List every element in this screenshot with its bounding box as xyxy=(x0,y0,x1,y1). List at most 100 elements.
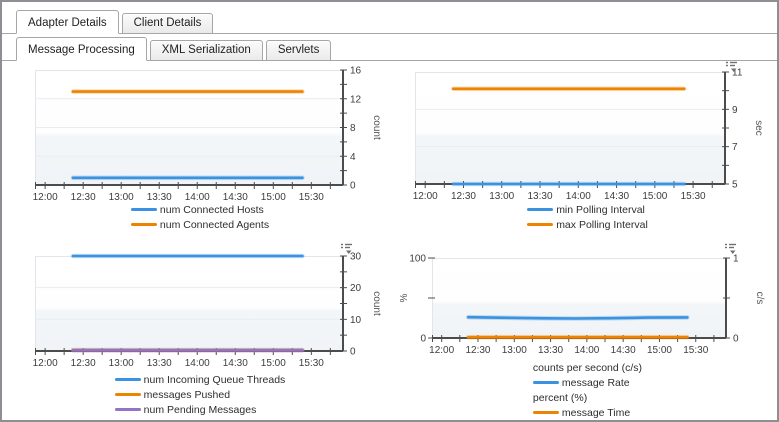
svg-text:7: 7 xyxy=(732,142,738,153)
svg-text:13:30: 13:30 xyxy=(528,191,553,200)
svg-text:sec: sec xyxy=(753,120,764,136)
legend-swatch xyxy=(114,378,141,381)
svg-text:14:30: 14:30 xyxy=(604,191,629,200)
svg-text:13:00: 13:00 xyxy=(109,192,134,200)
svg-text:16: 16 xyxy=(350,66,362,77)
legend-swatch xyxy=(130,223,157,226)
legend-item: message Time xyxy=(532,405,631,420)
svg-text:0: 0 xyxy=(733,334,739,345)
svg-text:count: count xyxy=(371,291,382,316)
svg-text:13:30: 13:30 xyxy=(538,345,563,356)
svg-text:count: count xyxy=(371,115,382,140)
svg-text:12:30: 12:30 xyxy=(71,358,96,369)
svg-text:%: % xyxy=(399,293,410,302)
legend-group-header: percent (%) xyxy=(532,391,588,404)
svg-text:15:30: 15:30 xyxy=(299,192,324,200)
svg-text:12:00: 12:00 xyxy=(33,358,58,369)
tab-servlets[interactable]: Servlets xyxy=(265,40,332,60)
svg-text:15:30: 15:30 xyxy=(299,358,324,369)
legend-label: message Time xyxy=(561,406,631,419)
chart-panel-message-rate: 12:00 12:30 13:00 13:30 14:00 14:30 15:00 15:30… xyxy=(398,240,777,420)
svg-text:0: 0 xyxy=(420,334,426,345)
legend-label: min Polling Interval xyxy=(556,203,645,216)
svg-text:30: 30 xyxy=(350,252,362,263)
chart-menu-icon[interactable] xyxy=(725,60,739,73)
svg-text:14:00: 14:00 xyxy=(574,345,599,356)
legend-item: messages Pushed xyxy=(114,387,230,402)
svg-text:12:00: 12:00 xyxy=(33,192,58,200)
svg-text:14:00: 14:00 xyxy=(185,192,210,200)
tab-client-details[interactable]: Client Details xyxy=(121,13,214,33)
legend-swatch xyxy=(532,411,559,414)
svg-text:15:00: 15:00 xyxy=(647,345,672,356)
connections-chart: 12:00 12:30 13:00 13:30 14:00 14:30 15:00 15:30… xyxy=(33,66,382,201)
primary-tab-bar: Adapter Details Client Details xyxy=(2,10,777,34)
svg-text:20: 20 xyxy=(350,283,362,294)
message-rate-chart: 12:00 12:30 13:00 13:30 14:00 14:30 15:00 15:30… xyxy=(399,254,765,357)
svg-text:13:00: 13:00 xyxy=(109,358,134,369)
svg-text:8: 8 xyxy=(350,123,356,134)
legend-group-header: counts per second (c/s) xyxy=(532,361,643,374)
legend-swatch xyxy=(114,393,141,396)
tab-xml-serialization[interactable]: XML Serialization xyxy=(149,40,263,60)
svg-text:0: 0 xyxy=(350,181,356,192)
svg-text:15:00: 15:00 xyxy=(261,358,286,369)
legend-swatch xyxy=(114,408,141,411)
svg-text:11: 11 xyxy=(732,68,743,79)
legend-item: num Incoming Queue Threads xyxy=(114,372,286,387)
chart-panel-queues: 12:00 12:30 13:00 13:30 14:00 14:30 15:00 15:30… xyxy=(8,240,392,420)
legend-label: num Connected Agents xyxy=(159,218,270,231)
legend-item: min Polling Interval xyxy=(527,202,645,217)
svg-text:13:00: 13:00 xyxy=(502,345,527,356)
legend-swatch xyxy=(532,381,559,384)
queues-chart: 12:00 12:30 13:00 13:30 14:00 14:30 15:00 15:30… xyxy=(33,252,382,370)
svg-text:12:30: 12:30 xyxy=(71,192,96,200)
chart-panel-connections: 12:00 12:30 13:00 13:30 14:00 14:30 15:00 15:30… xyxy=(8,58,392,236)
svg-text:5: 5 xyxy=(732,180,738,191)
svg-text:9: 9 xyxy=(732,105,738,116)
svg-text:15:30: 15:30 xyxy=(683,345,708,356)
legend-swatch xyxy=(130,208,157,211)
svg-text:13:30: 13:30 xyxy=(147,358,172,369)
svg-text:15:30: 15:30 xyxy=(681,191,706,200)
svg-text:12:30: 12:30 xyxy=(465,345,490,356)
svg-text:c/s: c/s xyxy=(754,292,765,305)
svg-text:4: 4 xyxy=(350,152,356,163)
polling-interval-chart: 12:00 12:30 13:00 13:30 14:00 14:30 15:00 15:30… xyxy=(413,68,764,201)
secondary-tab-bar: Message Processing XML Serialization Ser… xyxy=(2,37,777,61)
svg-text:10: 10 xyxy=(350,315,362,326)
chart-panel-polling-interval: 12:00 12:30 13:00 13:30 14:00 14:30 15:00 15:30… xyxy=(398,58,777,236)
legend-label: num Pending Messages xyxy=(143,403,257,416)
chart-menu-icon[interactable] xyxy=(340,242,354,255)
svg-text:15:00: 15:00 xyxy=(642,191,667,200)
tab-message-processing[interactable]: Message Processing xyxy=(16,37,147,61)
svg-text:100: 100 xyxy=(409,254,426,265)
queues-chart-legend: num Incoming Queue Threads messages Pushe… xyxy=(114,372,286,417)
svg-text:13:30: 13:30 xyxy=(147,192,172,200)
message-rate-chart-legend: counts per second (c/s) message Rate perce… xyxy=(532,360,643,420)
connections-chart-legend: num Connected Hosts num Connected Agents xyxy=(130,202,270,232)
legend-swatch xyxy=(527,223,554,226)
tab-adapter-details[interactable]: Adapter Details xyxy=(16,10,119,34)
svg-text:14:00: 14:00 xyxy=(566,191,591,200)
svg-text:13:00: 13:00 xyxy=(489,191,514,200)
svg-text:12:00: 12:00 xyxy=(413,191,438,200)
svg-text:14:30: 14:30 xyxy=(223,192,248,200)
svg-text:12: 12 xyxy=(350,94,362,105)
svg-text:15:00: 15:00 xyxy=(261,192,286,200)
legend-item: num Connected Agents xyxy=(130,217,270,232)
polling-interval-chart-legend: min Polling Interval max Polling Interval xyxy=(527,202,648,232)
legend-item: num Connected Hosts xyxy=(130,202,264,217)
svg-text:14:30: 14:30 xyxy=(223,358,248,369)
legend-item: num Pending Messages xyxy=(114,402,257,417)
legend-label: message Rate xyxy=(561,376,630,389)
legend-label: num Incoming Queue Threads xyxy=(143,373,286,386)
legend-swatch xyxy=(527,208,554,211)
svg-text:14:00: 14:00 xyxy=(185,358,210,369)
svg-text:0: 0 xyxy=(350,347,356,358)
chart-menu-icon[interactable] xyxy=(724,242,738,255)
svg-text:1: 1 xyxy=(733,254,739,265)
legend-label: num Connected Hosts xyxy=(159,203,264,216)
svg-text:12:00: 12:00 xyxy=(429,345,454,356)
